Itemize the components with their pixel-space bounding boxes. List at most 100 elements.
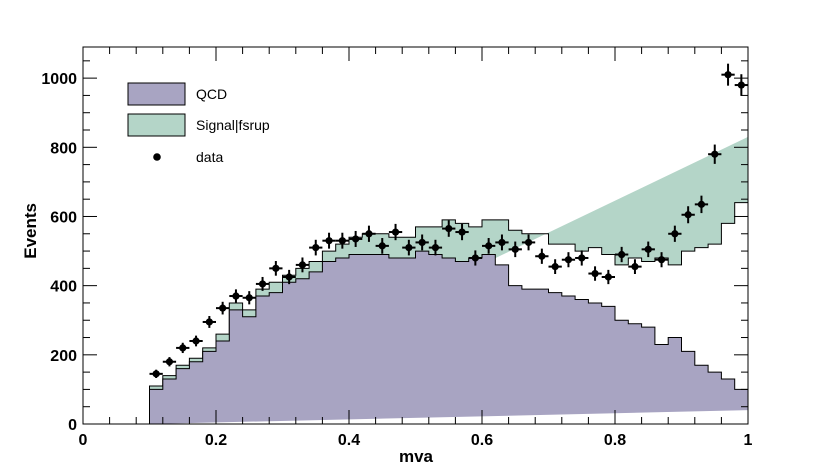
data-point-marker xyxy=(711,150,719,158)
data-point-marker xyxy=(219,304,227,312)
y-axis-title: Events xyxy=(21,203,40,259)
data-point xyxy=(548,259,562,275)
data-point xyxy=(561,252,576,268)
legend-label: Signal|fsrup xyxy=(196,117,270,133)
data-point-marker xyxy=(471,254,479,262)
data-point-marker xyxy=(618,250,626,259)
y-tick-label: 200 xyxy=(50,348,77,365)
data-point-marker xyxy=(724,71,732,79)
data-point xyxy=(615,246,629,263)
legend-entry-qcd: QCD xyxy=(127,82,227,106)
data-point xyxy=(601,269,615,285)
legend-swatch xyxy=(127,113,186,137)
data-point-marker xyxy=(418,238,426,247)
histogram-qcd xyxy=(149,250,749,424)
data-point-marker xyxy=(551,263,559,271)
x-tick-label: 0 xyxy=(79,432,88,449)
data-point-marker xyxy=(245,294,253,302)
data-point-marker xyxy=(165,358,174,366)
data-point xyxy=(295,257,310,273)
y-tick-labels: 0 200 400 600 800 1000 xyxy=(41,71,77,434)
x-tick-label: 0.4 xyxy=(338,432,360,449)
legend-label: data xyxy=(196,149,223,165)
data-point-marker xyxy=(631,263,639,271)
data-point-marker xyxy=(338,237,346,245)
data-point-marker xyxy=(604,273,612,281)
data-point xyxy=(309,239,323,256)
data-point xyxy=(202,316,216,328)
data-point xyxy=(269,261,283,276)
data-point xyxy=(242,291,256,305)
data-point-marker xyxy=(445,224,453,233)
data-point-marker xyxy=(671,230,679,238)
legend-entry-signal-fsrup: Signal|fsrup xyxy=(127,113,270,137)
x-axis-title: mva xyxy=(399,447,434,466)
axis-ticks xyxy=(82,47,749,425)
data-point xyxy=(641,241,655,258)
data-point-marker xyxy=(657,256,666,264)
data-point-marker xyxy=(298,261,307,269)
y-tick-label: 600 xyxy=(50,209,77,226)
data-point xyxy=(255,276,270,291)
data-point-marker xyxy=(232,292,240,300)
data-point xyxy=(575,250,589,266)
data-point xyxy=(428,239,443,256)
data-point xyxy=(495,234,509,251)
data-point xyxy=(588,266,602,281)
data-point-marker xyxy=(498,238,506,247)
data-point xyxy=(189,335,203,347)
data-point xyxy=(668,225,682,242)
data-point-marker xyxy=(258,280,267,288)
data-point xyxy=(402,239,416,256)
x-tick-labels: 0 0.2 0.4 0.6 0.8 1 xyxy=(79,432,753,449)
data-point xyxy=(216,301,230,315)
data-point-marker xyxy=(152,370,160,378)
data-point xyxy=(708,144,722,164)
data-point xyxy=(535,248,549,264)
data-point-marker xyxy=(192,337,200,345)
data-point xyxy=(282,269,296,285)
legend-label: QCD xyxy=(196,86,227,102)
data-point-marker xyxy=(578,254,586,262)
data-point-marker xyxy=(285,273,293,281)
data-point xyxy=(681,206,695,224)
data-point-marker xyxy=(179,344,187,352)
data-point xyxy=(349,230,363,247)
data-point-marker xyxy=(524,238,533,247)
data-point-marker xyxy=(697,200,706,208)
data-point xyxy=(362,225,376,242)
data-point-marker xyxy=(431,244,440,252)
data-point xyxy=(162,357,177,367)
data-point xyxy=(521,234,536,251)
data-point xyxy=(415,234,429,251)
data-point-marker xyxy=(205,318,213,326)
data-point xyxy=(375,238,389,254)
data-point xyxy=(628,259,642,275)
data-point-marker xyxy=(485,242,493,250)
data-point-marker xyxy=(312,244,320,252)
data-point xyxy=(322,232,336,249)
data-point xyxy=(482,238,496,254)
legend-marker xyxy=(153,153,161,161)
data-point xyxy=(442,220,456,237)
data-points xyxy=(149,63,748,379)
data-point xyxy=(508,241,522,258)
x-tick-label: 0.2 xyxy=(205,432,227,449)
data-point-marker xyxy=(737,81,745,89)
data-point-marker xyxy=(391,228,400,236)
data-point xyxy=(654,252,669,268)
data-point xyxy=(176,342,190,354)
stacked-fills xyxy=(149,136,749,424)
data-point-marker xyxy=(564,256,573,264)
data-point xyxy=(229,289,243,303)
x-tick-label: 0.6 xyxy=(471,432,493,449)
legend: QCD Signal|fsrup data xyxy=(127,82,270,165)
data-point xyxy=(149,369,163,379)
data-point-marker xyxy=(684,211,692,219)
data-point xyxy=(388,223,403,241)
y-tick-label: 800 xyxy=(50,140,77,157)
data-point-marker xyxy=(458,228,466,236)
data-point xyxy=(721,63,735,86)
data-point-marker xyxy=(325,237,333,245)
data-point xyxy=(694,195,709,214)
